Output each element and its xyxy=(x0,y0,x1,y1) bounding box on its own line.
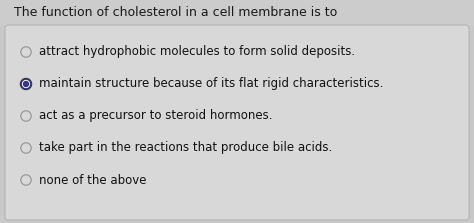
FancyBboxPatch shape xyxy=(5,25,469,220)
Text: act as a precursor to steroid hormones.: act as a precursor to steroid hormones. xyxy=(39,109,273,122)
Circle shape xyxy=(21,111,31,121)
Text: maintain structure because of its flat rigid characteristics.: maintain structure because of its flat r… xyxy=(39,78,383,91)
Text: none of the above: none of the above xyxy=(39,173,146,186)
Circle shape xyxy=(21,79,31,89)
Circle shape xyxy=(21,175,31,185)
Text: take part in the reactions that produce bile acids.: take part in the reactions that produce … xyxy=(39,142,332,155)
Circle shape xyxy=(21,47,31,57)
Circle shape xyxy=(23,81,29,87)
Bar xyxy=(0,0,474,26)
Circle shape xyxy=(21,143,31,153)
Text: The function of cholesterol in a cell membrane is to: The function of cholesterol in a cell me… xyxy=(14,6,337,19)
Text: attract hydrophobic molecules to form solid deposits.: attract hydrophobic molecules to form so… xyxy=(39,45,355,58)
